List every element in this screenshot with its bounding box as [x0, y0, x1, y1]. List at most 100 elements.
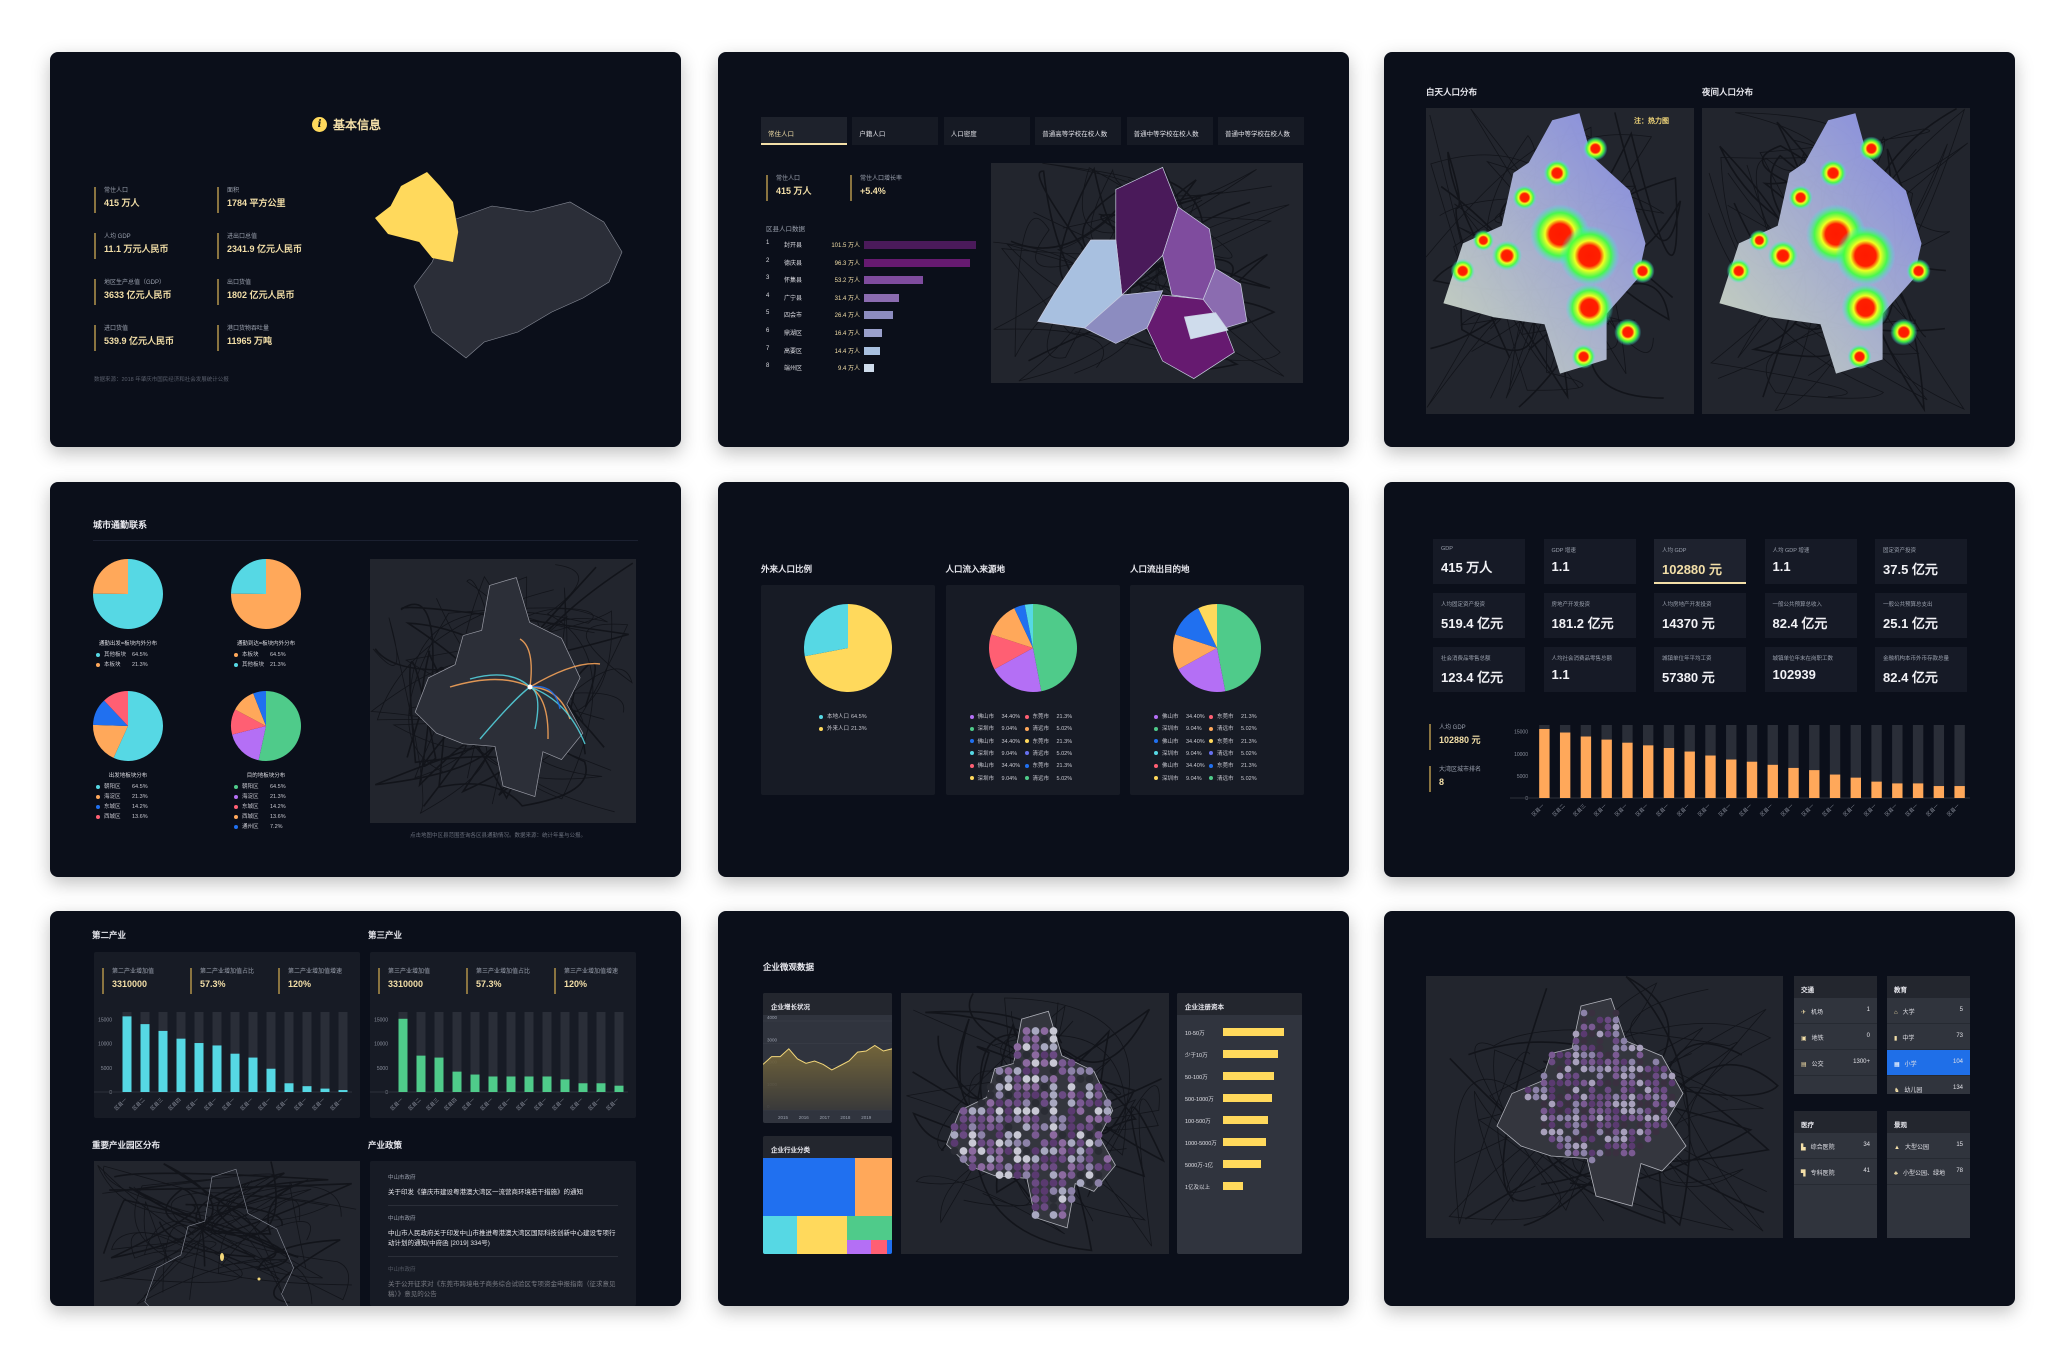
treemap-cell[interactable]	[855, 1158, 892, 1216]
kpi-card[interactable]: 城镇单位年平均工资 57380 元	[1654, 647, 1746, 692]
poi-item[interactable]: ▙ 综合医院 34	[1794, 1133, 1877, 1159]
hex-cell	[1644, 1135, 1652, 1143]
hex-cell	[1636, 1058, 1644, 1066]
kpi-card[interactable]: 人均社会消费品零售总额 1.1	[1543, 647, 1636, 692]
stat-label: 大湾区城市排名	[1439, 767, 1482, 773]
kpi-card[interactable]: GDP 415 万人	[1433, 539, 1525, 584]
migration-pie	[988, 604, 1077, 692]
rank-number: 8	[766, 363, 770, 370]
kpi-card[interactable]: 一般公共预算总支出 25.1 亿元	[1875, 593, 1967, 638]
hex-cell	[995, 1147, 1004, 1155]
treemap-cell[interactable]	[796, 1215, 847, 1254]
poi-item[interactable]: ♣ 小型公园、绿地 78	[1887, 1159, 1970, 1185]
stat-value: 102880 元	[1439, 735, 1481, 745]
stat-value: 57.3%	[476, 979, 502, 989]
hex-cell	[1031, 1107, 1040, 1115]
policy-item[interactable]: 中山市政府 关于公开征求对《东莞市跨境电子商务综合试验区专项资金申报指南（征求意见…	[388, 1257, 618, 1306]
kpi-card[interactable]: 房地产开发投资 181.2 亿元	[1543, 593, 1636, 638]
ranking-row: 3 怀集县 53.2 万人	[766, 275, 976, 287]
kpi-card[interactable]: 人均 GDP 增速 1.1	[1764, 539, 1857, 584]
hex-cell	[1548, 1107, 1556, 1115]
legend-dot	[969, 726, 974, 731]
tab-3[interactable]: 普通高等学校在校人数	[1035, 117, 1122, 145]
basic-stat: 进口货值 539.9 亿元人民币	[94, 325, 174, 351]
kpi-card[interactable]: GDP 增速 1.1	[1543, 539, 1636, 584]
hex-cell	[1067, 1147, 1076, 1155]
bar	[1767, 764, 1778, 798]
hex-cell	[1085, 1083, 1094, 1091]
kpi-card[interactable]: 金融机构本币外币存款总量 82.4 亿元	[1875, 647, 1967, 692]
poi-item[interactable]: ▮ 中学 73	[1887, 1024, 1970, 1050]
bar	[1954, 786, 1965, 798]
treemap-cell[interactable]	[763, 1158, 856, 1216]
hex-cell	[1596, 1030, 1604, 1038]
hex-cell	[1652, 1058, 1660, 1066]
legend-item: 清远市 5.02%	[1024, 724, 1072, 732]
section-title: 重要产业园区分布	[92, 1140, 161, 1150]
hex-cell	[1628, 1086, 1636, 1094]
treemap-cell[interactable]	[871, 1239, 887, 1254]
kpi-card[interactable]: 人均固定资产投资 519.4 亿元	[1433, 593, 1525, 638]
kpi-card[interactable]: 固定资产投资 37.5 亿元	[1875, 539, 1967, 584]
poi-item[interactable]: ▤ 公交 1300+	[1794, 1050, 1877, 1076]
legend-item: 海淀区 21.3%	[234, 792, 286, 800]
poi-item[interactable]: ✈ 机场 1	[1794, 998, 1877, 1024]
bar-track	[266, 1012, 276, 1092]
commute-pie	[231, 559, 301, 629]
hex-cell	[1540, 1121, 1548, 1129]
tab-2[interactable]: 人口密度	[943, 117, 1030, 145]
poi-item[interactable]: ⌂ 大学 5	[1887, 998, 1970, 1024]
tab-5[interactable]: 普通中等学校在校人数	[1218, 117, 1304, 145]
hex-cell	[1556, 1093, 1564, 1101]
kpi-card[interactable]: 社会消费品零售总额 123.4 亿元	[1433, 647, 1525, 692]
kpi-card[interactable]: 人均房地产开发投资 14370 元	[1654, 593, 1746, 638]
treemap-cell[interactable]	[886, 1239, 892, 1254]
panel-poi: 交通 ✈ 机场 1 ▣ 地铁 0 ▤ 公交 1300+ 教育 ⌂ 大学 5 ▮ 中学 73 ▦ 小学 104 ♞ 幼儿园 1…	[1384, 911, 2015, 1306]
hex-cell	[1636, 1051, 1644, 1059]
stat-value: 120%	[288, 979, 312, 989]
hex-cell	[995, 1067, 1004, 1075]
poi-item[interactable]: ▲ 大型公园 15	[1887, 1133, 1970, 1159]
policy-item[interactable]: 中山市政府 关于印发《肇庆市建设粤港澳大湾区一流营商环境若干措施》的通知	[388, 1165, 618, 1206]
kpi-card[interactable]: 城镇单位年末在岗职工数 102939	[1764, 647, 1857, 692]
district-region[interactable]	[1037, 239, 1123, 329]
kpi-card[interactable]: 人均 GDP 102880 元	[1654, 539, 1746, 584]
treemap-cell[interactable]	[846, 1215, 892, 1240]
legend-name: 海淀区	[104, 794, 121, 800]
hex-cell	[1596, 1079, 1604, 1087]
legend-value: 5.02%	[1241, 726, 1257, 733]
industry-stat: 第三产业增加值占比 57.3%	[466, 968, 530, 994]
kpi-card[interactable]: 一般公共预算总收入 82.4 亿元	[1764, 593, 1857, 638]
legend-value: 9.04%	[1001, 726, 1018, 733]
policy-item[interactable]: 中山市政府 中山市人民政府关于印发中山市推进粤港澳大湾区国际科技创新中心建设专项行…	[388, 1206, 618, 1257]
hex-cell	[1660, 1072, 1668, 1080]
tab-0[interactable]: 常住人口	[761, 117, 847, 145]
treemap-cell[interactable]	[846, 1239, 872, 1254]
district-region[interactable]	[1083, 290, 1164, 344]
tab-4[interactable]: 普通中等学校在校人数	[1126, 117, 1213, 145]
hex-cell	[995, 1171, 1004, 1179]
poi-item[interactable]: ▜ 专科医院 41	[1794, 1159, 1877, 1185]
policy-list: 中山市政府 关于印发《肇庆市建设粤港澳大湾区一流营商环境若干措施》的通知 中山市政府…	[370, 1161, 636, 1306]
legend-name: 其他板块	[242, 662, 265, 668]
pie-card: 佛山市 34.40% 东莞市 21.3% 深圳市 9.04% 清远市 5.02% 佛山市 34.4…	[1130, 585, 1304, 795]
hex-cell	[1085, 1099, 1094, 1107]
industry-stat: 第二产业增加值增速 120%	[278, 968, 342, 994]
hex-cell	[1022, 1171, 1031, 1179]
hex-cell	[1604, 1142, 1612, 1150]
bar	[320, 1088, 330, 1092]
poi-item[interactable]: ▣ 地铁 0	[1794, 1024, 1877, 1050]
region-outline	[414, 577, 584, 798]
treemap-cell[interactable]	[763, 1215, 797, 1254]
hex-cell	[1013, 1139, 1022, 1147]
poi-item[interactable]: ♞ 幼儿园 134	[1887, 1076, 1970, 1094]
poi-item[interactable]: ▦ 小学 104	[1887, 1050, 1970, 1076]
tab-1[interactable]: 户籍人口	[852, 117, 939, 145]
commute-pie-slice	[253, 691, 266, 726]
commute-flow-line	[479, 686, 531, 740]
subway-icon: ▣	[1801, 1036, 1807, 1042]
hex-cell	[1628, 1058, 1636, 1066]
district-region[interactable]	[1183, 312, 1229, 340]
hex-cell	[1004, 1131, 1013, 1139]
tertiary-industry-bar-chart: 050001000015000区县一 区县二 区县三 区县四 区县一 区县一 区县一 区县一区…	[370, 1012, 628, 1112]
